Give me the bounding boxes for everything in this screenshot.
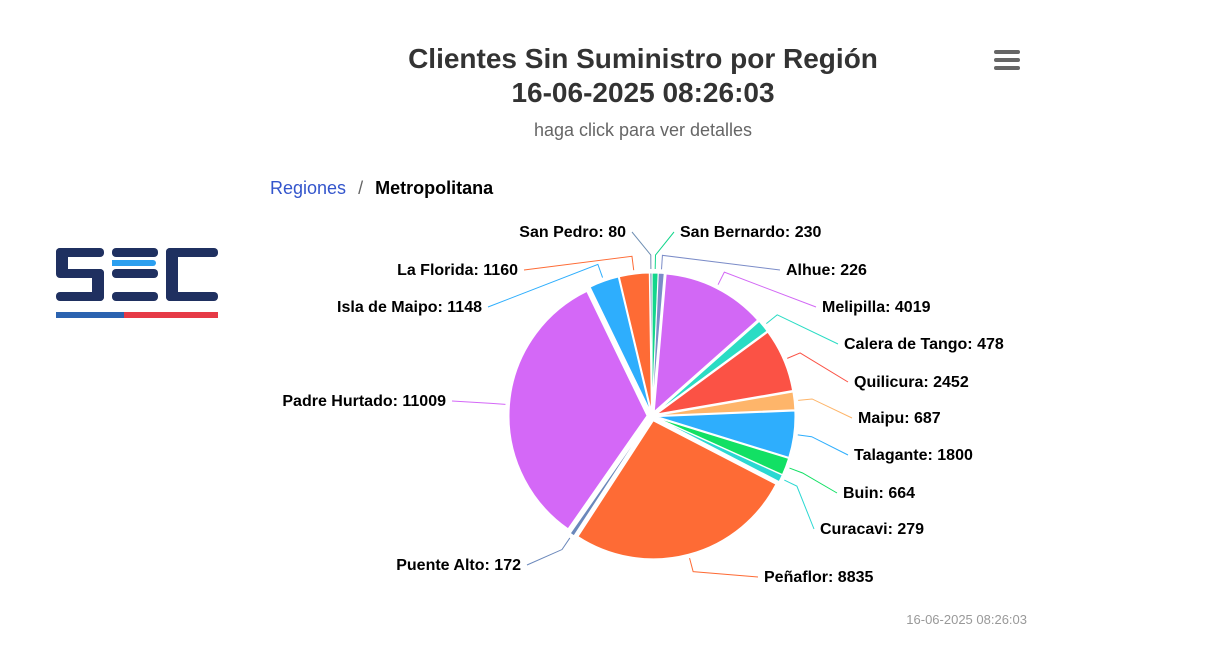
connector-peñaflor xyxy=(689,557,759,578)
pie-slice-padre-hurtado[interactable] xyxy=(508,290,648,530)
connector-quilicura xyxy=(787,352,849,383)
pie-slice-curacavi[interactable] xyxy=(656,417,783,483)
pie-slice-alhue[interactable] xyxy=(651,272,665,412)
menu-bar-bottom xyxy=(994,66,1020,70)
pie-slice-puente-alto[interactable] xyxy=(569,419,650,537)
connector-san-bernardo xyxy=(654,231,675,270)
connector-padre-hurtado xyxy=(451,400,506,405)
pie-slice-quilicura[interactable] xyxy=(656,331,794,415)
chart-title-line-1: Clientes Sin Suministro por Región xyxy=(408,43,878,74)
pie-slice-peñaflor[interactable] xyxy=(577,420,777,560)
connector-melipilla xyxy=(717,271,817,308)
data-label-curacavi: Curacavi: 279 xyxy=(820,521,924,538)
connector-alhue xyxy=(661,254,781,271)
chart-title: Clientes Sin Suministro por Región 16-06… xyxy=(300,42,986,110)
data-label-buin: Buin: 664 xyxy=(843,485,915,502)
logo-letter-e xyxy=(112,248,158,301)
data-label-melipilla: Melipilla: 4019 xyxy=(822,299,931,316)
pie-slices xyxy=(508,272,796,560)
footer-timestamp: 16-06-2025 08:26:03 xyxy=(906,612,1027,627)
breadcrumb-current: Metropolitana xyxy=(375,178,494,198)
pie-connectors xyxy=(451,231,853,578)
data-label-isla-de-maipo: Isla de Maipo: 1148 xyxy=(337,299,482,316)
data-label-padre-hurtado: Padre Hurtado: 11009 xyxy=(282,393,446,410)
chart-title-line-2: 16-06-2025 08:26:03 xyxy=(511,77,775,108)
data-label-talagante: Talagante: 1800 xyxy=(854,447,973,464)
data-label-peñaflor: Peñaflor: 8835 xyxy=(764,569,873,586)
breadcrumb: Regiones / Metropolitana xyxy=(270,178,493,199)
breadcrumb-root-link[interactable]: Regiones xyxy=(270,178,347,198)
connector-puente-alto xyxy=(526,537,571,566)
connector-curacavi xyxy=(784,479,815,530)
connector-maipu xyxy=(798,398,853,419)
pie-slice-san-pedro[interactable] xyxy=(649,272,653,412)
data-label-quilicura: Quilicura: 2452 xyxy=(854,374,969,391)
pie-slice-calera-de-tango[interactable] xyxy=(655,320,768,414)
data-label-calera-de-tango: Calera de Tango: 478 xyxy=(844,336,1004,353)
connector-talagante xyxy=(797,434,849,456)
data-label-san-bernardo: San Bernardo: 230 xyxy=(680,224,821,241)
data-label-maipu: Maipu: 687 xyxy=(858,410,941,427)
chart-subtitle: haga click para ver detalles xyxy=(533,120,753,140)
connector-isla-de-maipo xyxy=(487,263,604,308)
data-label-san-pedro: San Pedro: 80 xyxy=(519,224,626,241)
logo-letter-s xyxy=(56,248,104,301)
pie-slice-la-florida[interactable] xyxy=(618,272,652,412)
connector-buin xyxy=(789,467,838,494)
data-label-puente-alto: Puente Alto: 172 xyxy=(396,557,521,574)
pie-slice-isla-de-maipo[interactable] xyxy=(589,276,651,412)
data-label-alhue: Alhue: 226 xyxy=(786,262,867,279)
pie-slice-maipu[interactable] xyxy=(656,391,796,416)
connector-calera-de-tango xyxy=(766,314,839,345)
data-label-la-florida: La Florida: 1160 xyxy=(397,262,518,279)
pie-labels: San Bernardo: 230 Alhue: 226 Melipilla: 40… xyxy=(282,224,1003,586)
breadcrumb-separator: / xyxy=(358,178,364,198)
menu-bar-middle xyxy=(994,58,1020,62)
logo-letter-c xyxy=(166,248,218,301)
pie-slice-talagante[interactable] xyxy=(656,410,796,458)
connector-san-pedro xyxy=(631,231,652,270)
logo-stripe-red xyxy=(124,312,218,318)
menu-bar-top xyxy=(994,50,1020,54)
sec-logo xyxy=(56,248,218,318)
logo-stripe-blue xyxy=(56,312,124,318)
pie-slice-melipilla[interactable] xyxy=(653,273,759,413)
connector-la-florida xyxy=(523,255,635,271)
hamburger-menu-icon[interactable] xyxy=(990,46,1024,76)
